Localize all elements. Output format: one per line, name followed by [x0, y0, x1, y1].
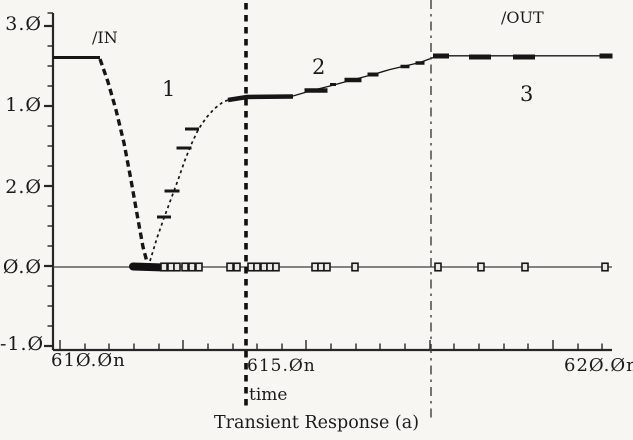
region-label-2: 2	[312, 55, 326, 79]
signal-label-out: /OUT	[501, 8, 544, 27]
y-tick-label-0: Ø.Ø	[2, 256, 42, 278]
x-axis-title: time	[249, 385, 288, 405]
figure-title: Transient Response (a)	[213, 413, 420, 433]
y-tick-label-1: 1.Ø	[5, 94, 42, 116]
y-tick-label-2: 2.Ø	[5, 176, 42, 198]
region-label-1: 1	[162, 77, 176, 101]
x-tick-label-615n: 615.Øn	[247, 356, 316, 376]
region-label-3: 3	[520, 82, 534, 106]
x-tick-label-620n: 62Ø.Øn	[564, 355, 633, 376]
x-tick-label-610n: 61Ø.Øn	[51, 350, 126, 371]
signal-label-in: /IN	[92, 28, 118, 47]
y-tick-label-neg1: -1.Ø	[0, 333, 45, 355]
y-tick-label-3: 3.Ø	[5, 13, 42, 35]
